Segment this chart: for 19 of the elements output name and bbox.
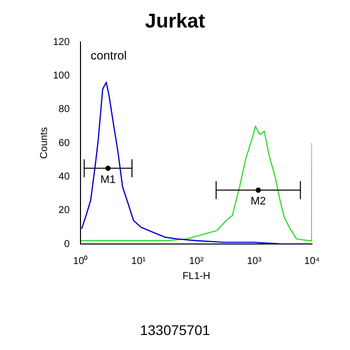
chart-title: Jurkat [144,10,206,33]
y-tick-label: 40 [58,171,70,182]
y-tick-label: 120 [52,36,70,48]
x-axis-title: FL1-H [182,270,210,282]
x-tick-label: 10³ [246,256,262,267]
y-tick-label: 20 [58,205,70,216]
y-tick-label: 0 [64,238,70,250]
series-label: M2 [250,196,266,208]
text: 133075701 [140,322,210,338]
y-axis-title: Counts [38,127,50,159]
x-tick-label: 10¹ [131,256,146,267]
y-tick-label: 80 [58,104,70,116]
x-tick-label: 10² [189,256,204,267]
annotation: control [90,48,127,62]
series-label: M1 [100,174,116,186]
y-tick-label: 60 [58,138,70,149]
x-tick-label: 10⁰ [73,254,88,267]
x-tick-label: 10⁴ [304,256,320,267]
y-tick-label: 100 [52,70,70,82]
